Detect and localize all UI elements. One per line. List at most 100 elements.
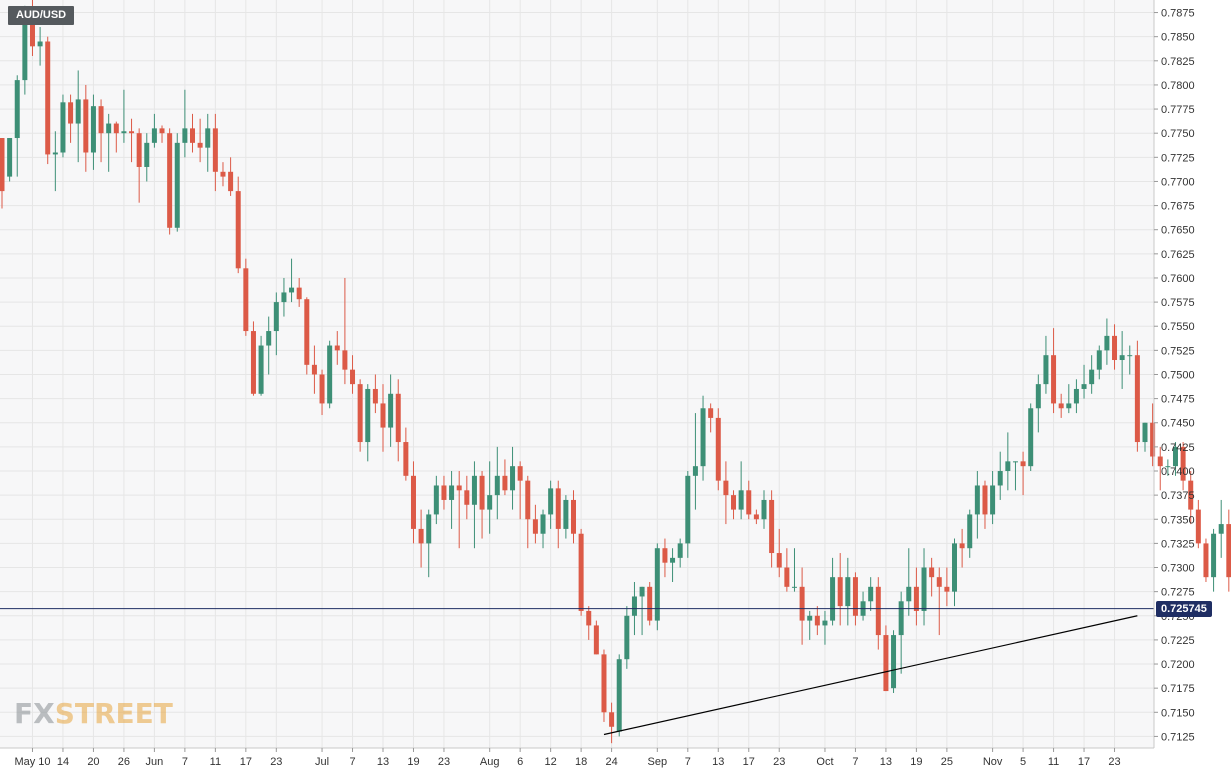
time-tick-label: Jul xyxy=(315,756,329,768)
candle xyxy=(243,258,249,336)
candle xyxy=(479,470,485,539)
candle xyxy=(350,355,356,394)
candle-body xyxy=(502,475,508,491)
candle xyxy=(380,384,386,452)
price-tick-label: 0.7325 xyxy=(1161,538,1195,550)
candle xyxy=(1203,538,1209,582)
candle-body xyxy=(731,495,737,510)
candle xyxy=(731,490,737,520)
candle-body xyxy=(350,369,356,385)
candle xyxy=(7,138,13,182)
candle-body xyxy=(372,388,378,404)
candle-body xyxy=(1188,480,1194,510)
candle xyxy=(959,528,965,568)
candle-body xyxy=(654,548,660,621)
candle xyxy=(784,548,790,592)
candle xyxy=(837,553,843,626)
time-tick-label: 5 xyxy=(1020,756,1026,768)
candle-body xyxy=(90,106,96,153)
time-tick-label: 25 xyxy=(941,756,953,768)
time-tick-label: 7 xyxy=(852,756,858,768)
candle-body xyxy=(228,171,234,192)
candle xyxy=(289,258,295,303)
candle-body xyxy=(403,442,409,476)
candle xyxy=(319,369,325,416)
candle xyxy=(898,591,904,674)
price-tick-label: 0.7425 xyxy=(1161,442,1195,454)
candle-body xyxy=(1028,408,1034,467)
price-tick-label: 0.7550 xyxy=(1161,321,1195,333)
candle-body xyxy=(982,485,988,515)
candle xyxy=(692,413,698,510)
time-tick-label: 18 xyxy=(575,756,587,768)
candle xyxy=(296,277,302,307)
price-tick-label: 0.7225 xyxy=(1161,635,1195,647)
candle-body xyxy=(601,654,607,713)
candle xyxy=(586,606,592,640)
candle xyxy=(197,118,203,163)
candle xyxy=(1043,335,1049,394)
candle-body xyxy=(243,268,249,332)
candle xyxy=(791,548,797,592)
time-tick-label: Nov xyxy=(983,756,1003,768)
candle xyxy=(464,475,470,520)
candle xyxy=(944,567,950,607)
candle-body xyxy=(1066,403,1072,409)
candle-body xyxy=(1035,384,1041,409)
candle-body xyxy=(1119,355,1125,361)
candle-body xyxy=(1180,446,1186,481)
candle-body xyxy=(7,138,13,177)
candle xyxy=(433,475,439,525)
candle xyxy=(182,89,188,158)
candle xyxy=(327,340,333,409)
candle-body xyxy=(1150,422,1156,457)
candle-body xyxy=(410,475,416,529)
candle-body xyxy=(1081,384,1087,389)
time-tick-label: 23 xyxy=(270,756,282,768)
price-tick-label: 0.7500 xyxy=(1161,369,1195,381)
candle-body xyxy=(83,99,89,153)
candle xyxy=(1142,422,1148,452)
candle xyxy=(555,480,561,549)
price-tick-label: 0.7275 xyxy=(1161,587,1195,599)
candle-body xyxy=(944,586,950,592)
time-axis: May 10 14 20 26 Jun 7 11 17 23 Jul 7 13 19 23 Aug 6 12 18… xyxy=(14,748,1121,768)
candle-body xyxy=(1012,461,1018,463)
candle-body xyxy=(159,128,165,134)
candle-body xyxy=(548,488,554,515)
candle-body xyxy=(494,475,500,496)
candle-body xyxy=(1058,403,1064,409)
candle-body xyxy=(258,345,264,394)
candle xyxy=(1089,355,1095,394)
candle xyxy=(471,461,477,549)
price-tick-label: 0.7350 xyxy=(1161,514,1195,526)
price-tick-label: 0.7725 xyxy=(1161,152,1195,164)
candle-body xyxy=(52,152,58,155)
candle-body xyxy=(586,610,592,626)
candle-body xyxy=(631,596,637,616)
candle xyxy=(403,427,409,481)
candle xyxy=(532,504,538,544)
price-tick-label: 0.7300 xyxy=(1161,563,1195,575)
candle xyxy=(342,277,348,385)
candle-body xyxy=(952,543,957,592)
candle xyxy=(578,528,584,616)
time-tick-label: 24 xyxy=(605,756,617,768)
candle-body xyxy=(327,345,333,404)
candle-body xyxy=(1211,533,1217,578)
candle-body xyxy=(936,577,942,587)
candle-body xyxy=(456,485,462,491)
time-tick-label: 19 xyxy=(910,756,922,768)
candle-body xyxy=(746,490,752,515)
candle-body xyxy=(289,287,295,293)
candle xyxy=(98,99,104,163)
candle-body xyxy=(426,514,432,544)
candle-body xyxy=(220,171,226,177)
candle xyxy=(68,94,74,143)
candle xyxy=(83,84,89,172)
candle xyxy=(372,374,378,414)
candle xyxy=(410,461,416,544)
horizontal-gridlines xyxy=(0,12,1154,737)
candle xyxy=(1218,499,1224,558)
